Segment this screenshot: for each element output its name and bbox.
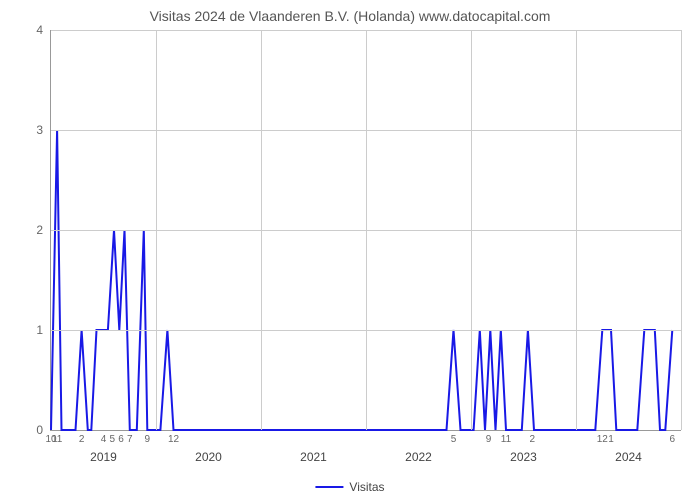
plot-area: 0123410112456791259112121620192020202120…	[50, 30, 681, 431]
x-year-label: 2023	[510, 450, 537, 464]
x-year-label: 2022	[405, 450, 432, 464]
legend-swatch	[315, 486, 343, 488]
y-tick-label: 2	[36, 223, 43, 237]
x-month-label: 5	[451, 434, 457, 445]
x-month-label: 2	[79, 434, 85, 445]
x-month-label: 1	[608, 434, 614, 445]
x-month-label: 2	[529, 434, 535, 445]
x-year-label: 2020	[195, 450, 222, 464]
y-tick-label: 4	[36, 23, 43, 37]
legend: Visitas	[315, 480, 384, 494]
visitas-line	[51, 130, 672, 430]
x-month-label: 12	[597, 434, 608, 445]
x-month-label: 9	[144, 434, 150, 445]
x-month-label: 12	[168, 434, 179, 445]
x-year-label: 2021	[300, 450, 327, 464]
x-month-label: 9	[486, 434, 492, 445]
x-month-label: 6	[118, 434, 124, 445]
y-tick-label: 0	[36, 423, 43, 437]
y-tick-label: 1	[36, 323, 43, 337]
y-tick-label: 3	[36, 123, 43, 137]
x-year-label: 2024	[615, 450, 642, 464]
chart-title: Visitas 2024 de Vlaanderen B.V. (Holanda…	[0, 0, 700, 28]
x-month-label: 4	[101, 434, 107, 445]
grid-line-v	[261, 30, 262, 430]
x-month-label: 11	[52, 434, 62, 445]
x-month-label: 11	[501, 434, 511, 445]
grid-line-v	[576, 30, 577, 430]
x-month-label: 5	[109, 434, 115, 445]
grid-line-v	[366, 30, 367, 430]
x-year-label: 2019	[90, 450, 117, 464]
grid-line-v	[156, 30, 157, 430]
legend-label: Visitas	[349, 480, 384, 494]
chart-container: Visitas 2024 de Vlaanderen B.V. (Holanda…	[0, 0, 700, 500]
grid-line-v	[681, 30, 682, 430]
x-month-label: 7	[127, 434, 133, 445]
x-month-label: 6	[669, 434, 675, 445]
grid-line-v	[471, 30, 472, 430]
